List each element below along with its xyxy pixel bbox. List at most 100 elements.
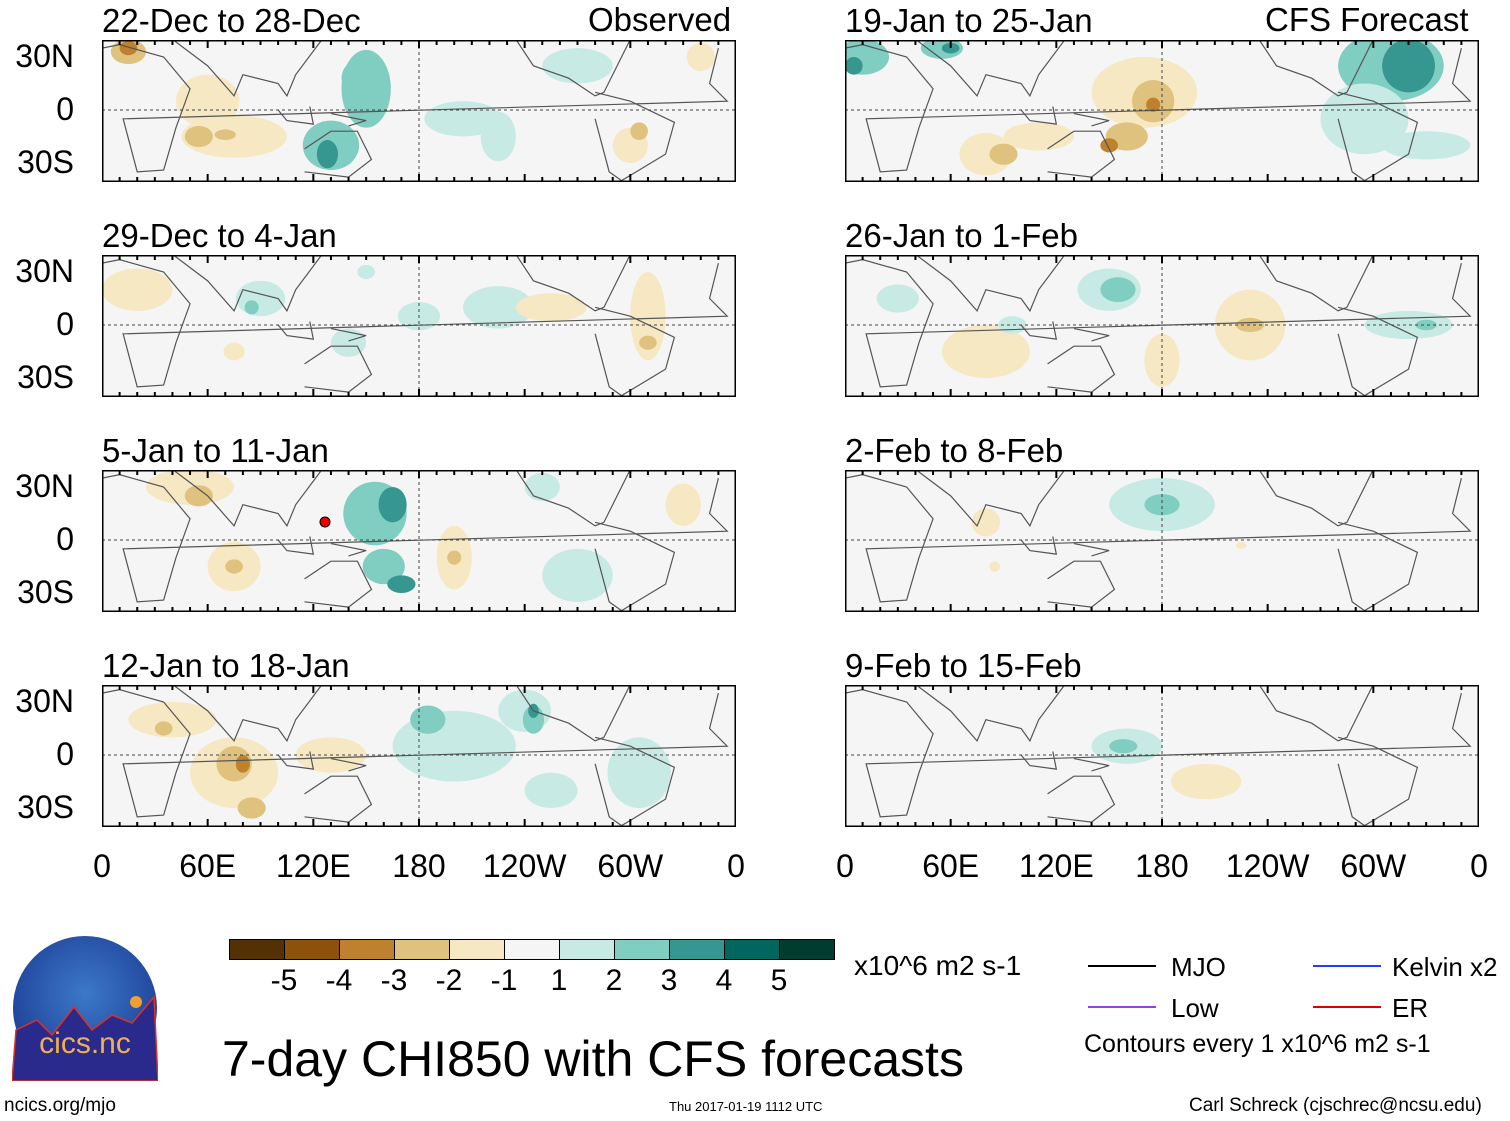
coastline [304, 775, 373, 823]
anomaly-contour [119, 41, 138, 56]
colorbar-swatch [339, 939, 395, 960]
y-tick-label: 0 [56, 306, 74, 342]
x-tick-label: 60E [179, 848, 237, 884]
coastline [845, 689, 1472, 818]
map-panel [845, 40, 1479, 182]
coastline [330, 327, 367, 342]
x-tick-label: 120E [1018, 848, 1094, 884]
anomaly-contour [1100, 138, 1118, 153]
map-panel [102, 685, 736, 827]
anomaly-contour [214, 129, 236, 141]
coastline [172, 685, 323, 743]
legend-kelvin: Kelvin x2 [1392, 952, 1498, 982]
legend-er: ER [1392, 993, 1429, 1023]
colorbar-label: 2 [605, 964, 623, 997]
colorbar-swatch [394, 939, 450, 960]
panel-title: 9-Feb to 15-Feb [845, 647, 1082, 684]
anomaly-contour [989, 143, 1018, 165]
anomaly-contour [225, 559, 243, 574]
y-tick-label: 30S [17, 574, 74, 610]
x-tick-label: 60W [1340, 848, 1407, 884]
anomaly-contour [357, 264, 375, 280]
anomaly-contour [237, 797, 266, 819]
y-tick-label: 30S [17, 789, 74, 825]
anomaly-contour [223, 342, 245, 361]
coastline [915, 685, 1066, 743]
coastline [1020, 106, 1058, 125]
anomaly-contour [1003, 122, 1074, 151]
y-tick-label: 30N [15, 38, 74, 74]
map-panel [102, 470, 736, 612]
coastline [594, 91, 676, 182]
colorbar-swatch [559, 939, 615, 960]
coastline [1047, 775, 1116, 823]
panel-title: 5-Jan to 11-Jan [102, 432, 329, 469]
panel-title: 2-Feb to 8-Feb [845, 432, 1064, 469]
anomaly-contour [845, 57, 863, 75]
coastline [172, 470, 323, 528]
anomaly-contour [1100, 277, 1136, 303]
y-tick-label: 30N [15, 468, 74, 504]
anomaly-contour [378, 487, 407, 523]
x-tick-label: 120W [482, 848, 567, 884]
legend-mjo: MJO [1171, 952, 1226, 982]
figure-title: 7-day CHI850 with CFS forecasts [222, 1031, 964, 1087]
coastline [594, 306, 676, 397]
anomaly-contour [362, 548, 405, 585]
panel-title: 26-Jan to 1-Feb [845, 217, 1078, 254]
colorbar-label: 5 [770, 964, 788, 997]
x-tick-label: 120W [1225, 848, 1310, 884]
anomaly-contour [463, 286, 534, 329]
anomaly-contour [876, 284, 919, 313]
coastline [304, 345, 373, 393]
footer-url[interactable]: ncics.org/mjo [4, 1095, 116, 1116]
panel-title: 29-Dec to 4-Jan [102, 217, 337, 254]
anomaly-contour [524, 472, 560, 502]
map-panel [102, 255, 736, 397]
coastline [102, 44, 729, 173]
colorbar-label: -4 [325, 964, 353, 997]
coastline [172, 40, 323, 98]
anomaly-contour [128, 702, 217, 738]
coastline [845, 259, 1472, 388]
observed-header: Observed [588, 1, 732, 38]
coastline [1047, 130, 1116, 178]
anomaly-contour [524, 772, 578, 808]
coastline [1020, 536, 1058, 555]
colorbar-label: -1 [490, 964, 518, 997]
colorbar-label: 4 [715, 964, 733, 997]
er-line [1313, 1006, 1381, 1008]
footer-author: Carl Schreck (cjschrec@ncsu.edu) [1189, 1095, 1482, 1116]
legend-low: Low [1171, 993, 1219, 1023]
coastline [172, 255, 323, 313]
coastline [594, 521, 676, 612]
coastline [277, 751, 315, 770]
anomaly-contour [542, 548, 613, 602]
anomaly-contour [1235, 541, 1247, 549]
coastline [1258, 470, 1374, 527]
anomaly-contour [941, 325, 1030, 378]
anomaly-contour [341, 60, 374, 96]
coastline [330, 112, 367, 127]
anomaly-contour [515, 293, 587, 322]
cics-logo: cics.nc [12, 936, 158, 1081]
x-tick-label: 0 [727, 848, 745, 884]
y-tick-label: 0 [56, 91, 74, 127]
colorbar-swatch [449, 939, 505, 960]
colorbar-swatch [229, 939, 285, 960]
coastline [515, 255, 631, 312]
colorbar-swatch [284, 939, 340, 960]
anomaly-contour [316, 140, 338, 169]
y-tick-label: 30S [17, 359, 74, 395]
anomaly-contour [447, 550, 462, 565]
forecast-header: CFS Forecast [1265, 1, 1469, 38]
coastline [845, 44, 1472, 173]
coastline [1073, 112, 1110, 127]
coastline [515, 685, 631, 742]
coastline [102, 259, 729, 388]
anomaly-contour [1415, 319, 1437, 331]
anomaly-contour [387, 575, 416, 593]
colorbar-units: x10^6 m2 s-1 [854, 950, 1022, 981]
x-tick-label: 60E [922, 848, 980, 884]
x-tick-label: 180 [392, 848, 446, 884]
